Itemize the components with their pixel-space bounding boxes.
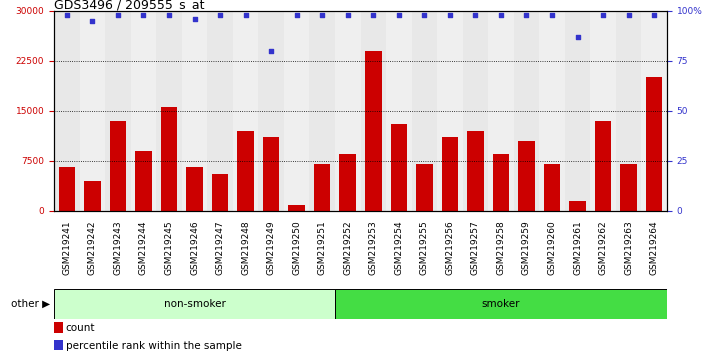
Point [214, 12, 226, 17]
Bar [258, 11, 284, 211]
Point [317, 12, 328, 17]
Bar [208, 11, 233, 211]
Bar [54, 340, 63, 350]
Point [61, 12, 73, 17]
Bar [309, 11, 335, 211]
Bar [544, 164, 560, 211]
Point [189, 16, 200, 22]
Bar [437, 11, 463, 211]
Bar [161, 107, 177, 211]
Bar [340, 154, 356, 211]
Bar [642, 11, 667, 211]
Bar [441, 137, 458, 211]
Bar [467, 131, 484, 211]
Bar [513, 11, 539, 211]
Bar [565, 11, 590, 211]
Bar [54, 289, 335, 319]
Point [444, 12, 456, 17]
Point [342, 12, 353, 17]
Point [393, 12, 404, 17]
Bar [105, 11, 131, 211]
Bar [284, 11, 309, 211]
Bar [182, 11, 208, 211]
Bar [58, 167, 75, 211]
Bar [412, 11, 437, 211]
Point [87, 18, 98, 23]
Point [368, 12, 379, 17]
Point [572, 34, 583, 39]
Point [521, 12, 532, 17]
Text: non-smoker: non-smoker [164, 298, 226, 309]
Bar [237, 131, 254, 211]
Bar [54, 322, 63, 333]
Bar [365, 51, 381, 211]
Bar [84, 181, 101, 211]
Bar [386, 11, 412, 211]
Bar [135, 151, 151, 211]
Bar [54, 11, 79, 211]
Bar [110, 121, 126, 211]
Point [265, 48, 277, 53]
Point [163, 12, 174, 17]
Bar [646, 77, 663, 211]
Bar [620, 164, 637, 211]
Bar [212, 174, 229, 211]
Bar [131, 11, 156, 211]
Bar [288, 205, 305, 211]
Bar [616, 11, 642, 211]
Point [112, 12, 124, 17]
Bar [391, 124, 407, 211]
Point [547, 12, 558, 17]
Bar [518, 141, 535, 211]
Bar [463, 11, 488, 211]
Point [648, 12, 660, 17]
Bar [335, 289, 667, 319]
Point [138, 12, 149, 17]
Point [495, 12, 507, 17]
Point [419, 12, 430, 17]
Bar [156, 11, 182, 211]
Bar [590, 11, 616, 211]
Point [623, 12, 634, 17]
Bar [539, 11, 565, 211]
Bar [492, 154, 509, 211]
Bar [335, 11, 360, 211]
Text: count: count [66, 323, 95, 333]
Bar [416, 164, 433, 211]
Bar [595, 121, 611, 211]
Bar [263, 137, 280, 211]
Bar [233, 11, 258, 211]
Text: other ▶: other ▶ [12, 298, 50, 309]
Bar [79, 11, 105, 211]
Bar [314, 164, 330, 211]
Bar [488, 11, 514, 211]
Point [469, 12, 481, 17]
Bar [360, 11, 386, 211]
Point [597, 12, 609, 17]
Bar [570, 201, 586, 211]
Bar [186, 167, 203, 211]
Text: smoker: smoker [482, 298, 520, 309]
Point [240, 12, 252, 17]
Text: GDS3496 / 209555_s_at: GDS3496 / 209555_s_at [54, 0, 205, 11]
Point [291, 12, 302, 17]
Text: percentile rank within the sample: percentile rank within the sample [66, 341, 242, 351]
